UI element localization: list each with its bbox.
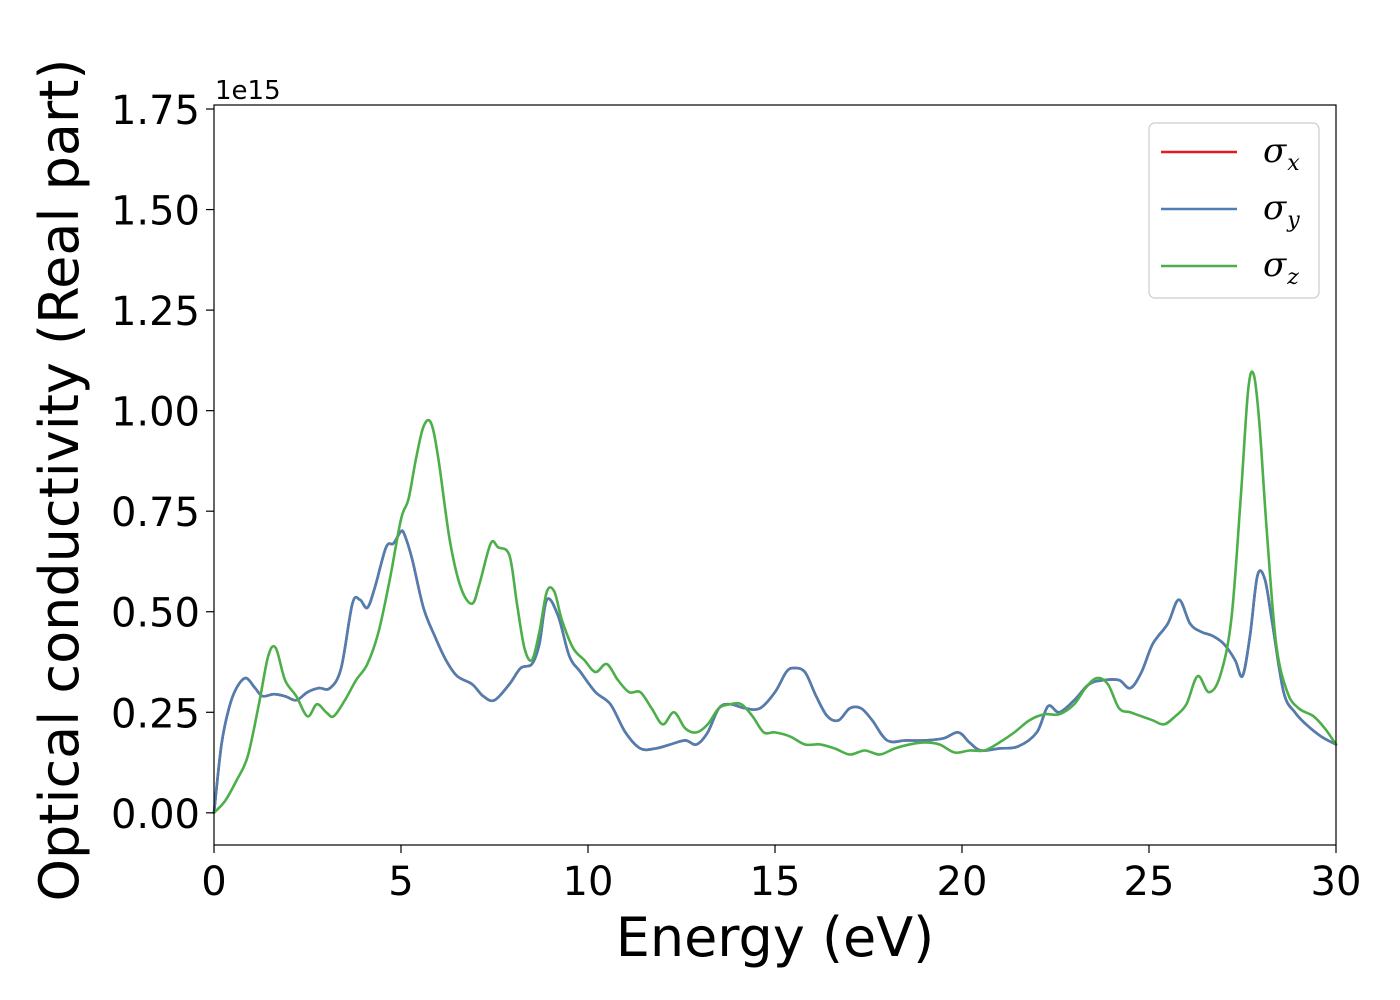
y-axis-label: Optical conductivity (Real part) (28, 59, 91, 902)
y-axis-ticks: 0.00 0.25 0.50 0.75 1.00 1.25 1.50 1.75 (111, 88, 214, 838)
y-tick-label: 0.25 (111, 691, 200, 737)
x-tick-label: 20 (937, 859, 988, 905)
y-tick-label: 1.75 (111, 88, 200, 134)
y-tick-label: 0.75 (111, 490, 200, 536)
x-tick-label: 10 (563, 859, 614, 905)
x-tick-label: 15 (750, 859, 801, 905)
x-tick-label: 5 (388, 859, 413, 905)
y-tick-label: 0.00 (111, 792, 200, 838)
series-line-z (212, 370, 1338, 815)
y-tick-label: 1.00 (111, 390, 200, 436)
x-axis-label: Energy (eV) (616, 906, 935, 969)
y-tick-label: 1.50 (111, 189, 200, 235)
legend-box (1148, 122, 1320, 299)
y-tick-label: 1.25 (111, 289, 200, 335)
x-tick-label: 0 (201, 859, 226, 905)
x-axis-ticks: 0 5 10 15 20 25 30 (201, 845, 1361, 905)
y-offset-label: 1e15 (215, 76, 281, 106)
x-tick-label: 25 (1124, 859, 1175, 905)
y-tick-label: 0.50 (111, 591, 200, 637)
x-tick-label: 30 (1311, 859, 1362, 905)
series-lines (212, 370, 1338, 815)
